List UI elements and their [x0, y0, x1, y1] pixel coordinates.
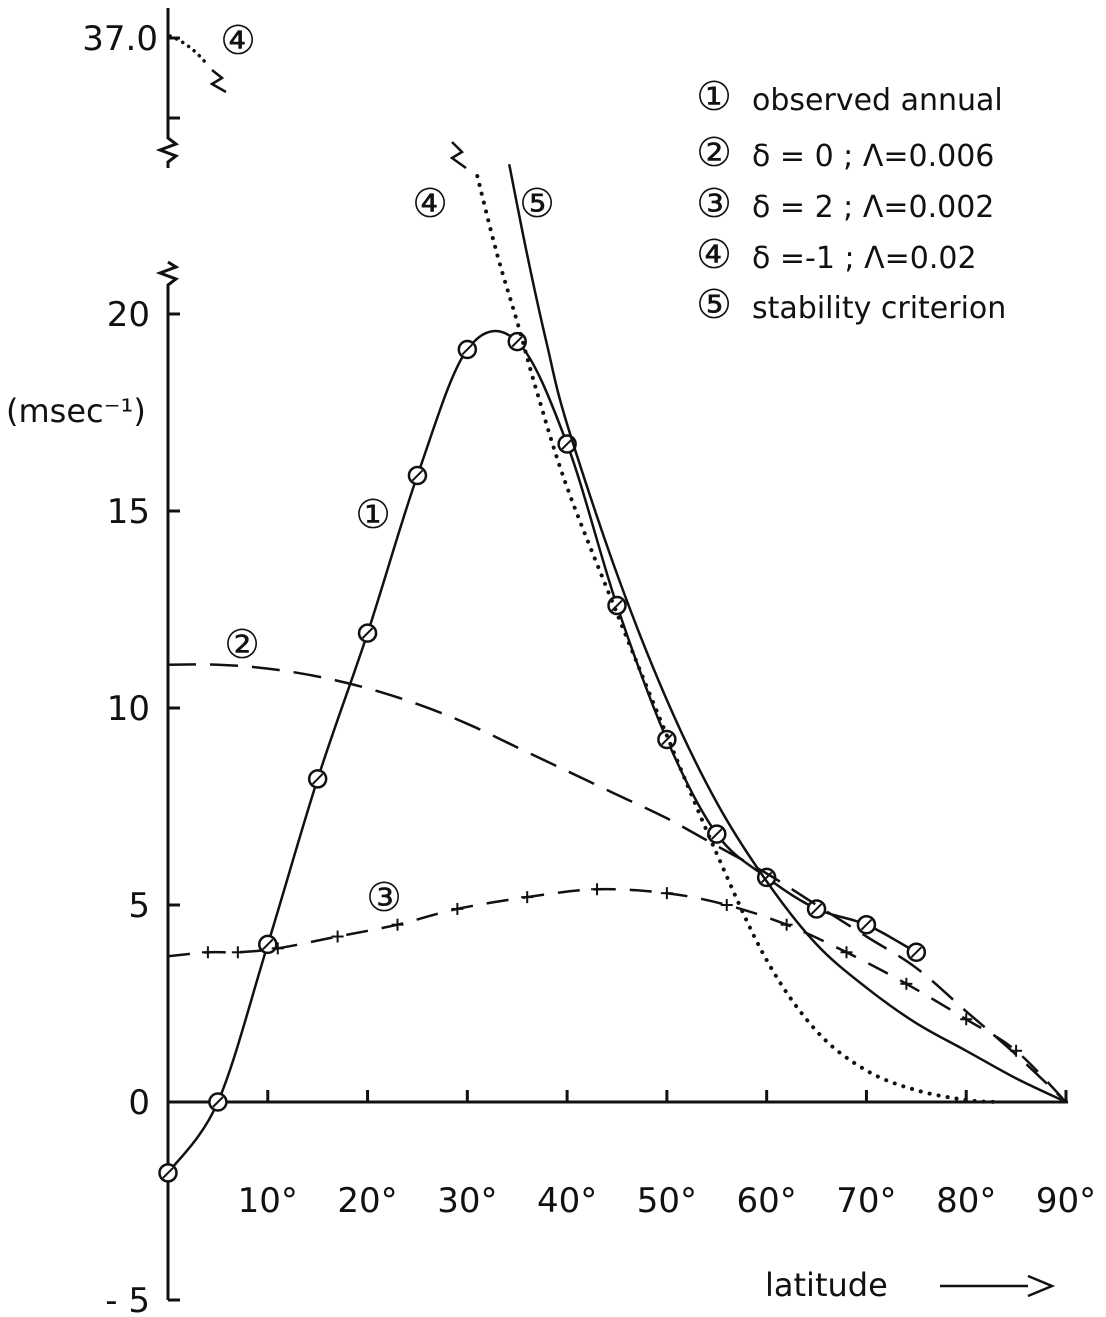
y-axis-top-tick-label: 37.0	[82, 19, 158, 59]
legend-text-2: δ = 0 ; Λ=0.006	[752, 139, 994, 174]
y-tick-label--5: - 5	[105, 1281, 150, 1317]
series-4-break-mark	[449, 141, 467, 170]
curve-label-4-3: ④	[412, 181, 448, 227]
x-axis-label: latitude	[765, 1266, 888, 1304]
series-4-top-fragment	[168, 34, 207, 64]
series-3-point-9	[660, 887, 673, 900]
series-3-point-8	[591, 883, 604, 896]
series-3-point-5	[391, 918, 404, 931]
legend-text-5: stability criterion	[752, 291, 1006, 326]
series-3-point-1	[201, 946, 214, 959]
series-3-point-3	[271, 942, 284, 955]
y-tick-label-10: 10	[107, 689, 150, 729]
series-1-point-5	[407, 465, 428, 486]
legend-text-3: δ = 2 ; Λ=0.002	[752, 190, 994, 225]
legend-entry-4: ④ δ =-1 ; Λ=0.02	[696, 232, 977, 278]
x-tick-label-90: 90°	[1036, 1181, 1096, 1221]
y-tick-label-5: 5	[128, 886, 150, 926]
series-1-point-14	[856, 914, 877, 935]
series-1-point-7	[507, 331, 527, 352]
series-3-point-4	[331, 930, 344, 943]
legend-marker-4: ④	[696, 232, 732, 278]
x-tick-label-20: 20°	[337, 1181, 397, 1221]
legend-text-4: δ =-1 ; Λ=0.02	[752, 241, 977, 276]
series-3-point-12	[840, 946, 853, 959]
curve-label-2-1: ②	[224, 622, 260, 668]
y-tick-label-0: 0	[128, 1083, 150, 1123]
series-3-point-11	[780, 918, 793, 931]
series-1-point-6	[457, 339, 478, 360]
series-4-top-break-mark	[209, 69, 227, 94]
legend-entry-3: ③ δ = 2 ; Λ=0.002	[696, 181, 994, 227]
curve-label-4-5: ④	[220, 18, 256, 64]
x-tick-label-70: 70°	[836, 1181, 896, 1221]
series-4-line	[475, 174, 999, 1104]
legend: ① observed annual ② δ = 0 ; Λ=0.006 ③ δ = 2 ;…	[696, 74, 1006, 328]
curve-label-1-0: ①	[355, 492, 391, 538]
series-1-point-1	[208, 1092, 228, 1112]
series-3-point-7	[521, 891, 534, 904]
series-1-line	[166, 329, 917, 1174]
y-tick-label-20: 20	[107, 295, 150, 335]
label-layer: ① ② ③ ④ ⑤ ④	[220, 18, 555, 921]
x-tick-label-40: 40°	[537, 1181, 597, 1221]
legend-entry-1: ① observed annual	[696, 74, 1003, 120]
y-axis-break-squiggle	[155, 260, 180, 300]
series-1-point-0	[158, 1163, 178, 1183]
x-axis-arrow	[940, 1274, 1056, 1298]
x-tick-label-80: 80°	[936, 1181, 996, 1221]
series-1-point-11	[707, 824, 727, 844]
x-tick-label-50: 50°	[637, 1181, 697, 1221]
series-3-point-14	[960, 1013, 973, 1026]
series-3-point-6	[451, 902, 464, 915]
legend-marker-2: ②	[696, 130, 732, 176]
series-2-line	[167, 663, 1067, 1103]
series-3-point-10	[720, 899, 733, 911]
x-tick-label-10: 10°	[238, 1181, 298, 1221]
series-1-point-4	[357, 623, 378, 643]
x-tick-label-30: 30°	[437, 1181, 497, 1221]
curve-label-3-2: ③	[366, 875, 402, 921]
legend-marker-3: ③	[696, 181, 732, 227]
tick-layer: 10° 20° 30° 40° 50° 60° 70° 80° 90° - 5 0 5 10 15 20	[105, 295, 1096, 1317]
curve-label-5-4: ⑤	[519, 181, 555, 227]
series-3-point-2	[231, 946, 244, 959]
series-layer	[158, 34, 1067, 1183]
y-axis-top-segment	[155, 8, 180, 168]
series-1-point-3	[307, 769, 328, 789]
y-tick-label-15: 15	[107, 492, 150, 532]
legend-marker-1: ①	[696, 74, 732, 120]
series-1-point-15	[906, 942, 927, 963]
series-3-point-13	[900, 977, 913, 990]
y-axis-label: (msec⁻¹)	[6, 392, 146, 430]
x-tick-label-60: 60°	[737, 1181, 797, 1221]
series-1-point-13	[806, 899, 827, 919]
legend-text-1: observed annual	[752, 83, 1003, 118]
series-1-point-2	[258, 934, 278, 955]
series-3-point-15	[1010, 1044, 1023, 1057]
legend-entry-5: ⑤ stability criterion	[696, 282, 1006, 328]
legend-entry-2: ② δ = 0 ; Λ=0.006	[696, 130, 994, 176]
series-5-line	[507, 164, 1067, 1104]
legend-marker-5: ⑤	[696, 282, 732, 328]
series-3-line	[167, 887, 1067, 1103]
